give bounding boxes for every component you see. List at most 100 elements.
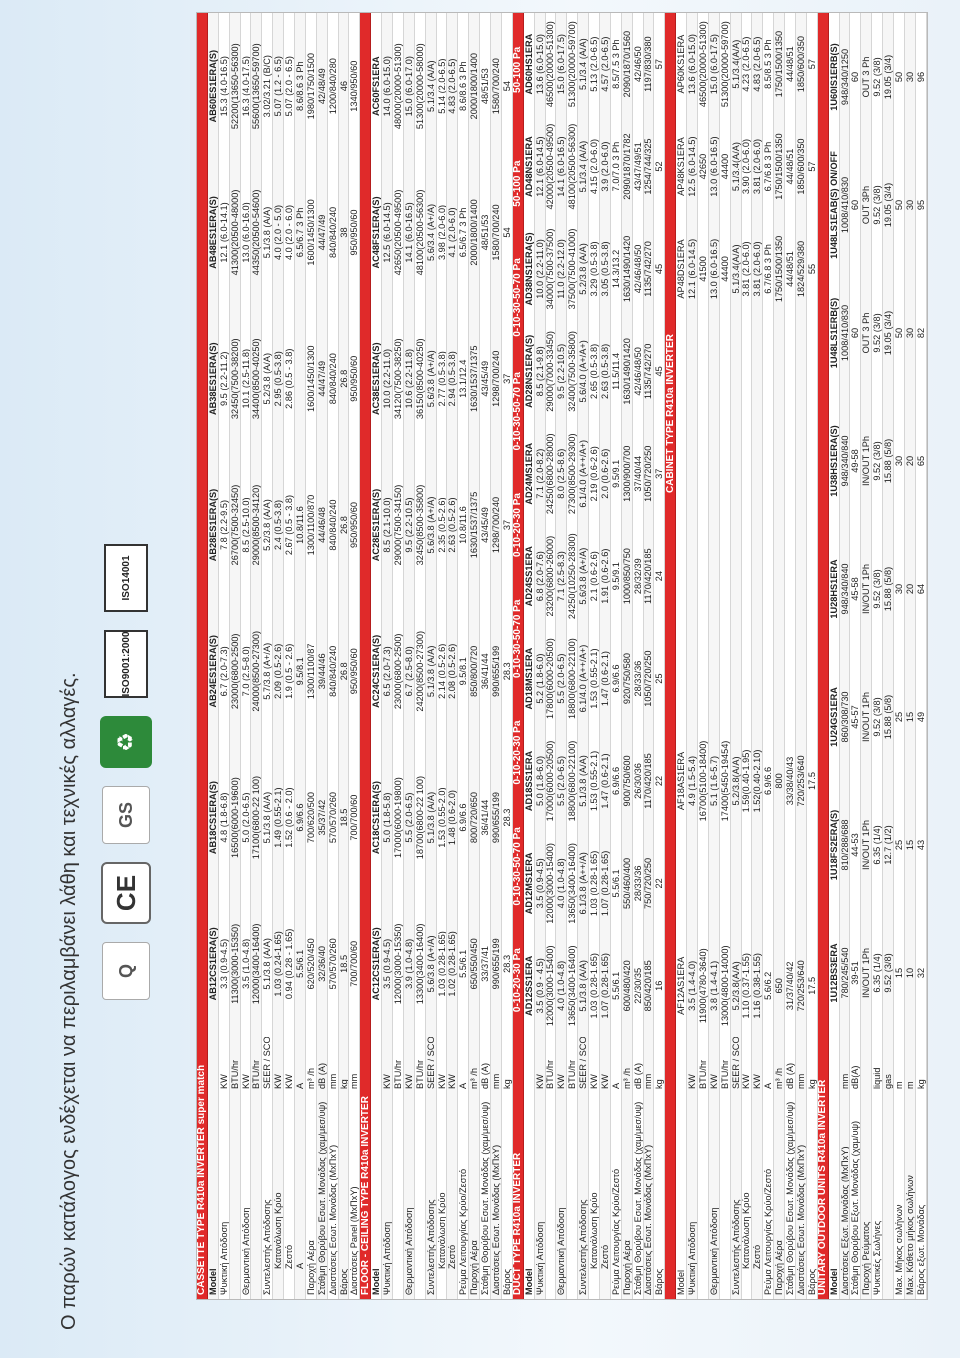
table-cell: 9.5 (2.2-11.2): [218, 351, 229, 406]
table-cell: 42/46/50: [632, 46, 643, 83]
table-cell: 1050/720/250: [643, 445, 654, 502]
cabinet-row: Θερμαντική Απόδοση KW 3.8 (1.4-4.1) 5.1 (1.…: [708, 13, 720, 1299]
floor-ceiling-row: Ψυκτική Απόδοση KW 3.5 (0.9-4.5) 5.0 (1.8-5…: [382, 13, 394, 1299]
row-unit: BTU/hr: [697, 1059, 708, 1089]
table-cell: AD12MS1ERA: [523, 852, 534, 915]
row-unit: KW: [273, 1074, 284, 1089]
table-cell: 9.5/9.1: [610, 562, 621, 591]
table-cell: 650: [774, 978, 785, 994]
table-cell: 24: [654, 571, 665, 582]
row-label: Στάθμη Θορύβου Εσωτ. Μονάδας (χαμ/μεσ/υψ…: [480, 1101, 491, 1295]
table-cell: 5.5/6.1: [458, 949, 469, 978]
row-unit: m³ /h: [469, 1068, 480, 1089]
row-label: Παροχή Αέρα: [469, 1240, 480, 1295]
table-cell: 28.3: [501, 808, 512, 827]
row-label: Παροχή Αέρα: [305, 1240, 316, 1295]
row-unit: KW: [447, 1074, 458, 1089]
table-cell: 6.9/6.6: [763, 766, 774, 796]
cassette-row: Ζεστό KW 0.94 (0.28 - 1.65) 1.52 (0.6 - 2.0…: [284, 13, 296, 1299]
table-cell: 1U60IS1ERB(S): [828, 43, 839, 111]
table-cell: 1.9 (0.5 - 2.6): [284, 643, 295, 699]
table-cell: 13000(4800-14000): [719, 945, 730, 1027]
table-cell: AC38ES1ERA(S): [371, 342, 382, 415]
table-cell: 13.0 (6.0-16.5): [708, 136, 719, 197]
table-cell: IN/OUT 1Ph: [861, 692, 872, 742]
table-cell: 5.5 (2.0-6.5): [556, 653, 567, 704]
row-unit: A: [610, 1082, 621, 1089]
floor-ceiling-row: Παροχή Αέρα m³ /h 650/550/450 800/720/650 85…: [469, 13, 481, 1299]
row-unit: m: [904, 1081, 915, 1089]
unitary-row: gas 9.52 (3/8) 12.7 (1/2) 15.88 (5/8) 15.88 …: [883, 13, 894, 1299]
row-label: Θερμαντική Απόδοση: [708, 1207, 719, 1295]
table-cell: 3.05 (0.5-3.8): [599, 241, 610, 297]
table-cell: 28.3: [501, 954, 512, 973]
table-cell: 1U48LS1EAB(S) ON/OFF: [828, 151, 839, 259]
row-unit: KW: [708, 1074, 719, 1089]
table-cell: 42/48/49: [316, 68, 327, 105]
table-cell: 950/950/60: [349, 648, 360, 695]
table-cell: 32400(7500-35800): [567, 331, 578, 412]
table-cell: 720/253/640: [795, 755, 806, 807]
unitary-row: Model 1U12BS3ERA 1U18FS2ERA(S) 1U24GS1ERA 1U…: [828, 13, 840, 1299]
table-cell: 8.5 (2.5-10.0): [240, 497, 251, 553]
table-cell: 16700(5100-18400): [697, 740, 708, 822]
iso9001-mark-icon: ISO9001:2000: [104, 630, 148, 698]
floor-ceiling-row: Κατανάλωση Κρύο KW 1.03 (0.28-1.65) 1.53 (0…: [436, 13, 448, 1299]
row-label: Θερμαντική Απόδοση: [556, 1207, 567, 1295]
table-cell: 25: [894, 711, 904, 723]
table-cell: 600/480/420: [621, 960, 632, 1012]
table-cell: 570/570/260: [327, 938, 338, 990]
iso14001-mark-icon: ISO14001: [104, 544, 148, 612]
row-label: Βάρος: [806, 1268, 817, 1295]
table-cell: 30: [904, 327, 915, 339]
floor-ceiling-row: Συντελεστής Απόδοσης SEER / SCOP 5.6/3.8 (…: [425, 13, 437, 1299]
table-cell: 5.2/3.8(A/A): [730, 756, 741, 806]
table-cell: 15: [894, 967, 904, 979]
table-cell: 3.5 (0.9 - 4.5): [534, 958, 545, 1014]
table-cell: 1.47 (0.6-2.1): [599, 651, 610, 707]
table-cell: 5.07 (1.2 - 6.5): [273, 56, 284, 117]
table-cell: 18700(6800-22 100): [414, 775, 425, 860]
table-cell: 5.1/3.4(A/A): [730, 142, 741, 192]
table-cell: 9.5 (2.2-10.5): [556, 343, 567, 399]
row-label: Στάθμη Θορύβου Εσωτ. Μονάδας (χαμ/μεσ/υψ…: [785, 1101, 796, 1295]
table-cell: 8.5/8.5 3 Ph: [763, 39, 774, 89]
row-unit: mm: [643, 1073, 654, 1089]
row-unit: kg: [806, 1079, 817, 1089]
table-cell: 2.0 (0.6-2.6): [599, 448, 610, 499]
table-cell: 700/700/60: [349, 940, 360, 987]
table-cell: 44/48/51: [785, 148, 796, 185]
table-cell: 64: [915, 583, 926, 595]
floor-ceiling-row: Στάθμη Θορύβου Εσωτ. Μονάδας (χαμ/μεσ/υψ…: [480, 13, 492, 1299]
table-cell: 37: [654, 468, 665, 479]
table-cell: AC60FS1ERA: [371, 56, 382, 117]
duct-pressure: 0-10-20-30 Pa: [512, 720, 524, 785]
row-label: Στάθμη Θορύβου Εσωτ. Μονάδας (χαμ/μεσ/υψ…: [632, 1101, 643, 1295]
table-cell: 50: [894, 199, 904, 211]
table-cell: 5.6/6.2: [763, 971, 774, 1000]
table-cell: 1200/840/280: [327, 58, 338, 115]
duct-pressure: 0-10-20-30 Pa: [512, 493, 524, 557]
table-cell: 1.47 (0.6-2.1): [599, 753, 610, 809]
table-cell: AD28NS1ERA(S): [523, 334, 534, 408]
table-cell: 13300(3400-16400): [414, 923, 425, 1005]
table-cell: 16500(6000-19600): [229, 777, 240, 858]
table-cell: 55600(13650-59700): [251, 43, 262, 130]
cassette-row: Θερμαντική Απόδοση KW 3.5 (1.0-4.8) 5.0 (2.…: [240, 13, 252, 1299]
table-cell: IN/OUT 1Ph: [861, 820, 872, 870]
unitary-section-title-text: UNITARY OUTDOOR UNITS R410a INVERTER: [817, 1079, 829, 1295]
table-cell: 5.07 (2.0 - 6.5): [284, 56, 295, 117]
table-cell: 1.10 (0.37-1.55): [741, 953, 752, 1019]
cassette-row: Βάρος kg 18.5 18.5 26.8 26.8 26.8 38 46: [338, 13, 350, 1299]
table-cell: 15.0 (6.0-17.5): [556, 34, 567, 95]
table-cell: 1.48 (0.6-2.0): [447, 790, 458, 846]
table-cell: 1630/1537/1375: [469, 491, 480, 559]
table-cell: 19.05 (3/4): [883, 310, 894, 356]
table-cell: 17400(5450-19454): [719, 740, 730, 822]
table-cell: 3.02/3.21 (B/C): [262, 55, 273, 118]
row-unit: dB (A): [480, 1062, 491, 1089]
gs-mark-text: GS: [116, 802, 136, 829]
table-cell: 42/46/48/50: [632, 244, 643, 294]
table-cell: 44/47/49: [316, 214, 327, 251]
cassette-row: Συντελεστής Απόδοσης SEER / SCOP 5.1/3.8 (…: [262, 13, 274, 1299]
